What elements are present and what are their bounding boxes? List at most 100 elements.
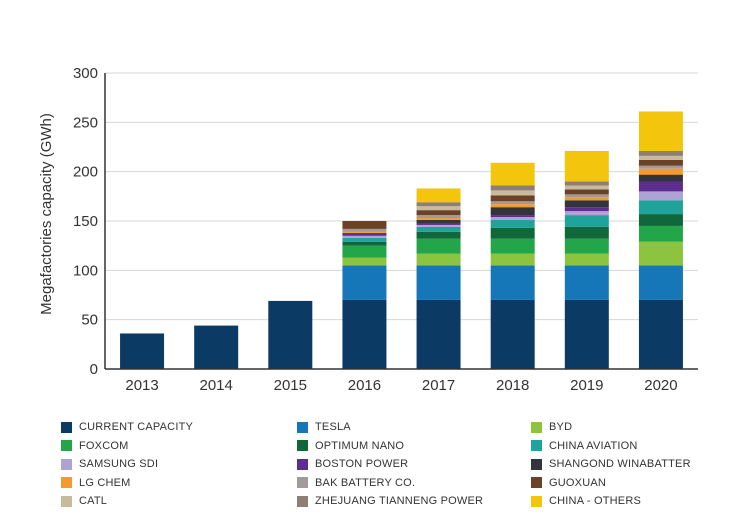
bar-2019-tesla: TESLA 2019: 35: [564, 265, 609, 300]
legend-item-china-others: CHINA - OTHERS: [531, 493, 641, 509]
bar-2017-guoxuan: GUOXUAN 2017: 5: [416, 210, 461, 216]
bar-2018-guoxuan: GUOXUAN 2018: 6: [490, 195, 535, 202]
y-axis-label: Megafactories capacity (GWh): [38, 113, 55, 315]
x-tick-label-2017: 2017: [422, 377, 455, 394]
bar-2017-bak-battery-co: BAK BATTERY CO. 2017: 3: [416, 215, 461, 219]
legend-item-shangond-winabatter: SHANGOND WINABATTER: [531, 456, 691, 472]
legend-item-optimum-nano: OPTIMUM NANO: [297, 438, 404, 454]
legend-item-tesla: TESLA: [297, 419, 351, 435]
bar-2020-foxcom: FOXCOM 2020: 16: [638, 225, 683, 242]
legend-label-catl: CATL: [79, 495, 108, 507]
bar-2019-optimum-nano: OPTIMUM NANO 2019: 12: [564, 226, 609, 239]
bar-2020-samsung-sdi: SAMSUNG SDI 2020: 9: [638, 191, 683, 201]
bar-2017-samsung-sdi: SAMSUNG SDI 2017: 2: [416, 224, 461, 227]
bar-2019-byd: BYD 2019: 12: [564, 253, 609, 266]
legend-label-boston-power: BOSTON POWER: [315, 458, 409, 470]
legend-swatch-boston-power: [297, 458, 308, 470]
y-tick-label-150: 150: [73, 213, 98, 230]
legend-label-tesla: TESLA: [315, 421, 351, 433]
legend-swatch-zhejuang-tianneng-power: [297, 495, 308, 507]
legend-label-zhejuang-tianneng-power: ZHEJUANG TIANNENG POWER: [315, 495, 484, 507]
bar-2019-zhejuang-tianneng-power: ZHEJUANG TIANNENG POWER 2019: 4: [564, 181, 609, 186]
legend-swatch-china-aviation: [531, 440, 542, 451]
legend-swatch-samsung-sdi: [61, 458, 72, 470]
y-tick-label-200: 200: [73, 164, 98, 181]
legend-item-catl: CATL: [61, 493, 107, 509]
legend-label-samsung-sdi: SAMSUNG SDI: [79, 458, 159, 470]
bar-2020-lg-chem: LG CHEM 2020: 6: [638, 168, 683, 175]
bar-2018-current-capacity: CURRENT CAPACITY 2018: 70: [490, 299, 535, 369]
bar-2015-current-capacity: CURRENT CAPACITY 2015: 69: [268, 300, 313, 369]
bar-2016-tesla: TESLA 2016: 35: [342, 265, 387, 300]
bar-2018-samsung-sdi: SAMSUNG SDI 2018: 3: [490, 217, 535, 221]
bar-2017-china-aviation: CHINA AVIATION 2017: 5: [416, 226, 461, 232]
bar-2018-lg-chem: LG CHEM 2018: 3: [490, 204, 535, 208]
grid-layer: [105, 72, 698, 321]
bar-2017-byd: BYD 2017: 12: [416, 253, 461, 266]
bar-2016-samsung-sdi: SAMSUNG SDI 2016: 2: [342, 235, 387, 238]
bar-2017-foxcom: FOXCOM 2017: 15: [416, 238, 461, 254]
legend-swatch-tesla: [297, 421, 308, 433]
legend-item-bak-battery-co: BAK BATTERY CO.: [297, 475, 415, 491]
y-tick-label-300: 300: [73, 65, 98, 82]
legend-swatch-foxcom: [61, 440, 72, 451]
bar-2016-china-aviation: CHINA AVIATION 2016: 4: [342, 237, 387, 242]
bar-2020-boston-power: BOSTON POWER 2020: 10: [638, 181, 683, 192]
bar-2017-shangond-winabatter: SHANGOND WINABATTER 2017: 3: [416, 220, 461, 223]
legend-label-foxcom: FOXCOM: [79, 439, 129, 452]
bar-2017-current-capacity: CURRENT CAPACITY 2017: 70: [416, 299, 461, 369]
legend-item-boston-power: BOSTON POWER: [297, 456, 408, 472]
legend-item-byd: BYD: [531, 419, 572, 435]
legend-swatch-china-others: [531, 495, 542, 507]
legend-item-china-aviation: CHINA AVIATION: [531, 438, 638, 454]
bar-2019-current-capacity: CURRENT CAPACITY 2019: 70: [564, 299, 609, 369]
bar-2019-bak-battery-co: BAK BATTERY CO. 2019: 3: [564, 194, 609, 198]
y-tick-label-0: 0: [90, 361, 98, 378]
axis-layer: [104, 73, 698, 370]
legend-swatch-bak-battery-co: [297, 477, 308, 488]
bar-2017-zhejuang-tianneng-power: ZHEJUANG TIANNENG POWER 2017: 4: [416, 202, 461, 207]
chart-legend: CURRENT CAPACITY TESLA BYD FOXCOM OPTIMUM NA…: [61, 419, 711, 515]
bar-2018-byd: BYD 2018: 12: [490, 253, 535, 266]
legend-swatch-catl: [61, 495, 72, 507]
legend-swatch-guoxuan: [531, 477, 542, 488]
legend-label-china-aviation: CHINA AVIATION: [549, 439, 638, 452]
legend-label-lg-chem: LG CHEM: [79, 476, 131, 489]
bar-2019-guoxuan: GUOXUAN 2019: 5: [564, 189, 609, 195]
bar-2020-catl: CATL 2020: 4: [638, 155, 683, 160]
bar-layer: CURRENT CAPACITY 2013: 36 CURRENT CAPACIT…: [120, 111, 683, 369]
bar-2020-zhejuang-tianneng-power: ZHEJUANG TIANNENG POWER 2020: 5: [638, 150, 683, 156]
legend-item-zhejuang-tianneng-power: ZHEJUANG TIANNENG POWER: [297, 493, 483, 509]
bar-2018-foxcom: FOXCOM 2018: 15: [490, 238, 535, 254]
x-tick-label-2013: 2013: [125, 377, 158, 394]
bar-2016-current-capacity: CURRENT CAPACITY 2016: 70: [342, 299, 387, 369]
bar-2018-optimum-nano: OPTIMUM NANO 2018: 11: [490, 227, 535, 239]
bar-2019-boston-power: BOSTON POWER 2019: 4: [564, 207, 609, 212]
bar-2019-china-aviation: CHINA AVIATION 2019: 12: [564, 215, 609, 227]
bar-2020-optimum-nano: OPTIMUM NANO 2020: 12: [638, 214, 683, 226]
bar-2020-china-others: CHINA - OTHERS 2020: 40: [638, 111, 683, 151]
legend-swatch-current-capacity: [61, 421, 72, 433]
bar-2018-china-aviation: CHINA AVIATION 2018: 8: [490, 220, 535, 228]
bar-2020-china-aviation: CHINA AVIATION 2020: 14: [638, 200, 683, 215]
bar-2016-foxcom: FOXCOM 2016: 12: [342, 245, 387, 258]
bar-2018-catl: CATL 2018: 5: [490, 190, 535, 196]
bar-2014-current-capacity: CURRENT CAPACITY 2014: 44: [194, 325, 239, 369]
bar-2017-catl: CATL 2017: 4: [416, 206, 461, 211]
bar-2019-lg-chem: LG CHEM 2019: 3: [564, 197, 609, 201]
bar-2016-byd: BYD 2016: 8: [342, 257, 387, 266]
label-layer: 0 50 100 150 200 250 300 2013 2014 2015 2016 2017 20…: [38, 65, 678, 394]
bar-2018-boston-power: BOSTON POWER 2018: 2: [490, 215, 535, 218]
legend-label-shangond-winabatter: SHANGOND WINABATTER: [549, 458, 691, 470]
bar-2020-byd: BYD 2020: 24: [638, 241, 683, 266]
x-tick-label-2015: 2015: [274, 377, 307, 394]
bar-2020-tesla: TESLA 2020: 35: [638, 265, 683, 300]
bar-2019-china-others: CHINA - OTHERS 2019: 31: [564, 150, 609, 182]
bar-2019-samsung-sdi: SAMSUNG SDI 2019: 4: [564, 211, 609, 216]
x-tick-label-2018: 2018: [496, 377, 529, 394]
bar-2020-bak-battery-co: BAK BATTERY CO. 2020: 3: [638, 165, 683, 169]
bar-2017-tesla: TESLA 2017: 35: [416, 265, 461, 300]
bar-2016-lg-chem: LG CHEM 2016: 1: [342, 231, 387, 233]
